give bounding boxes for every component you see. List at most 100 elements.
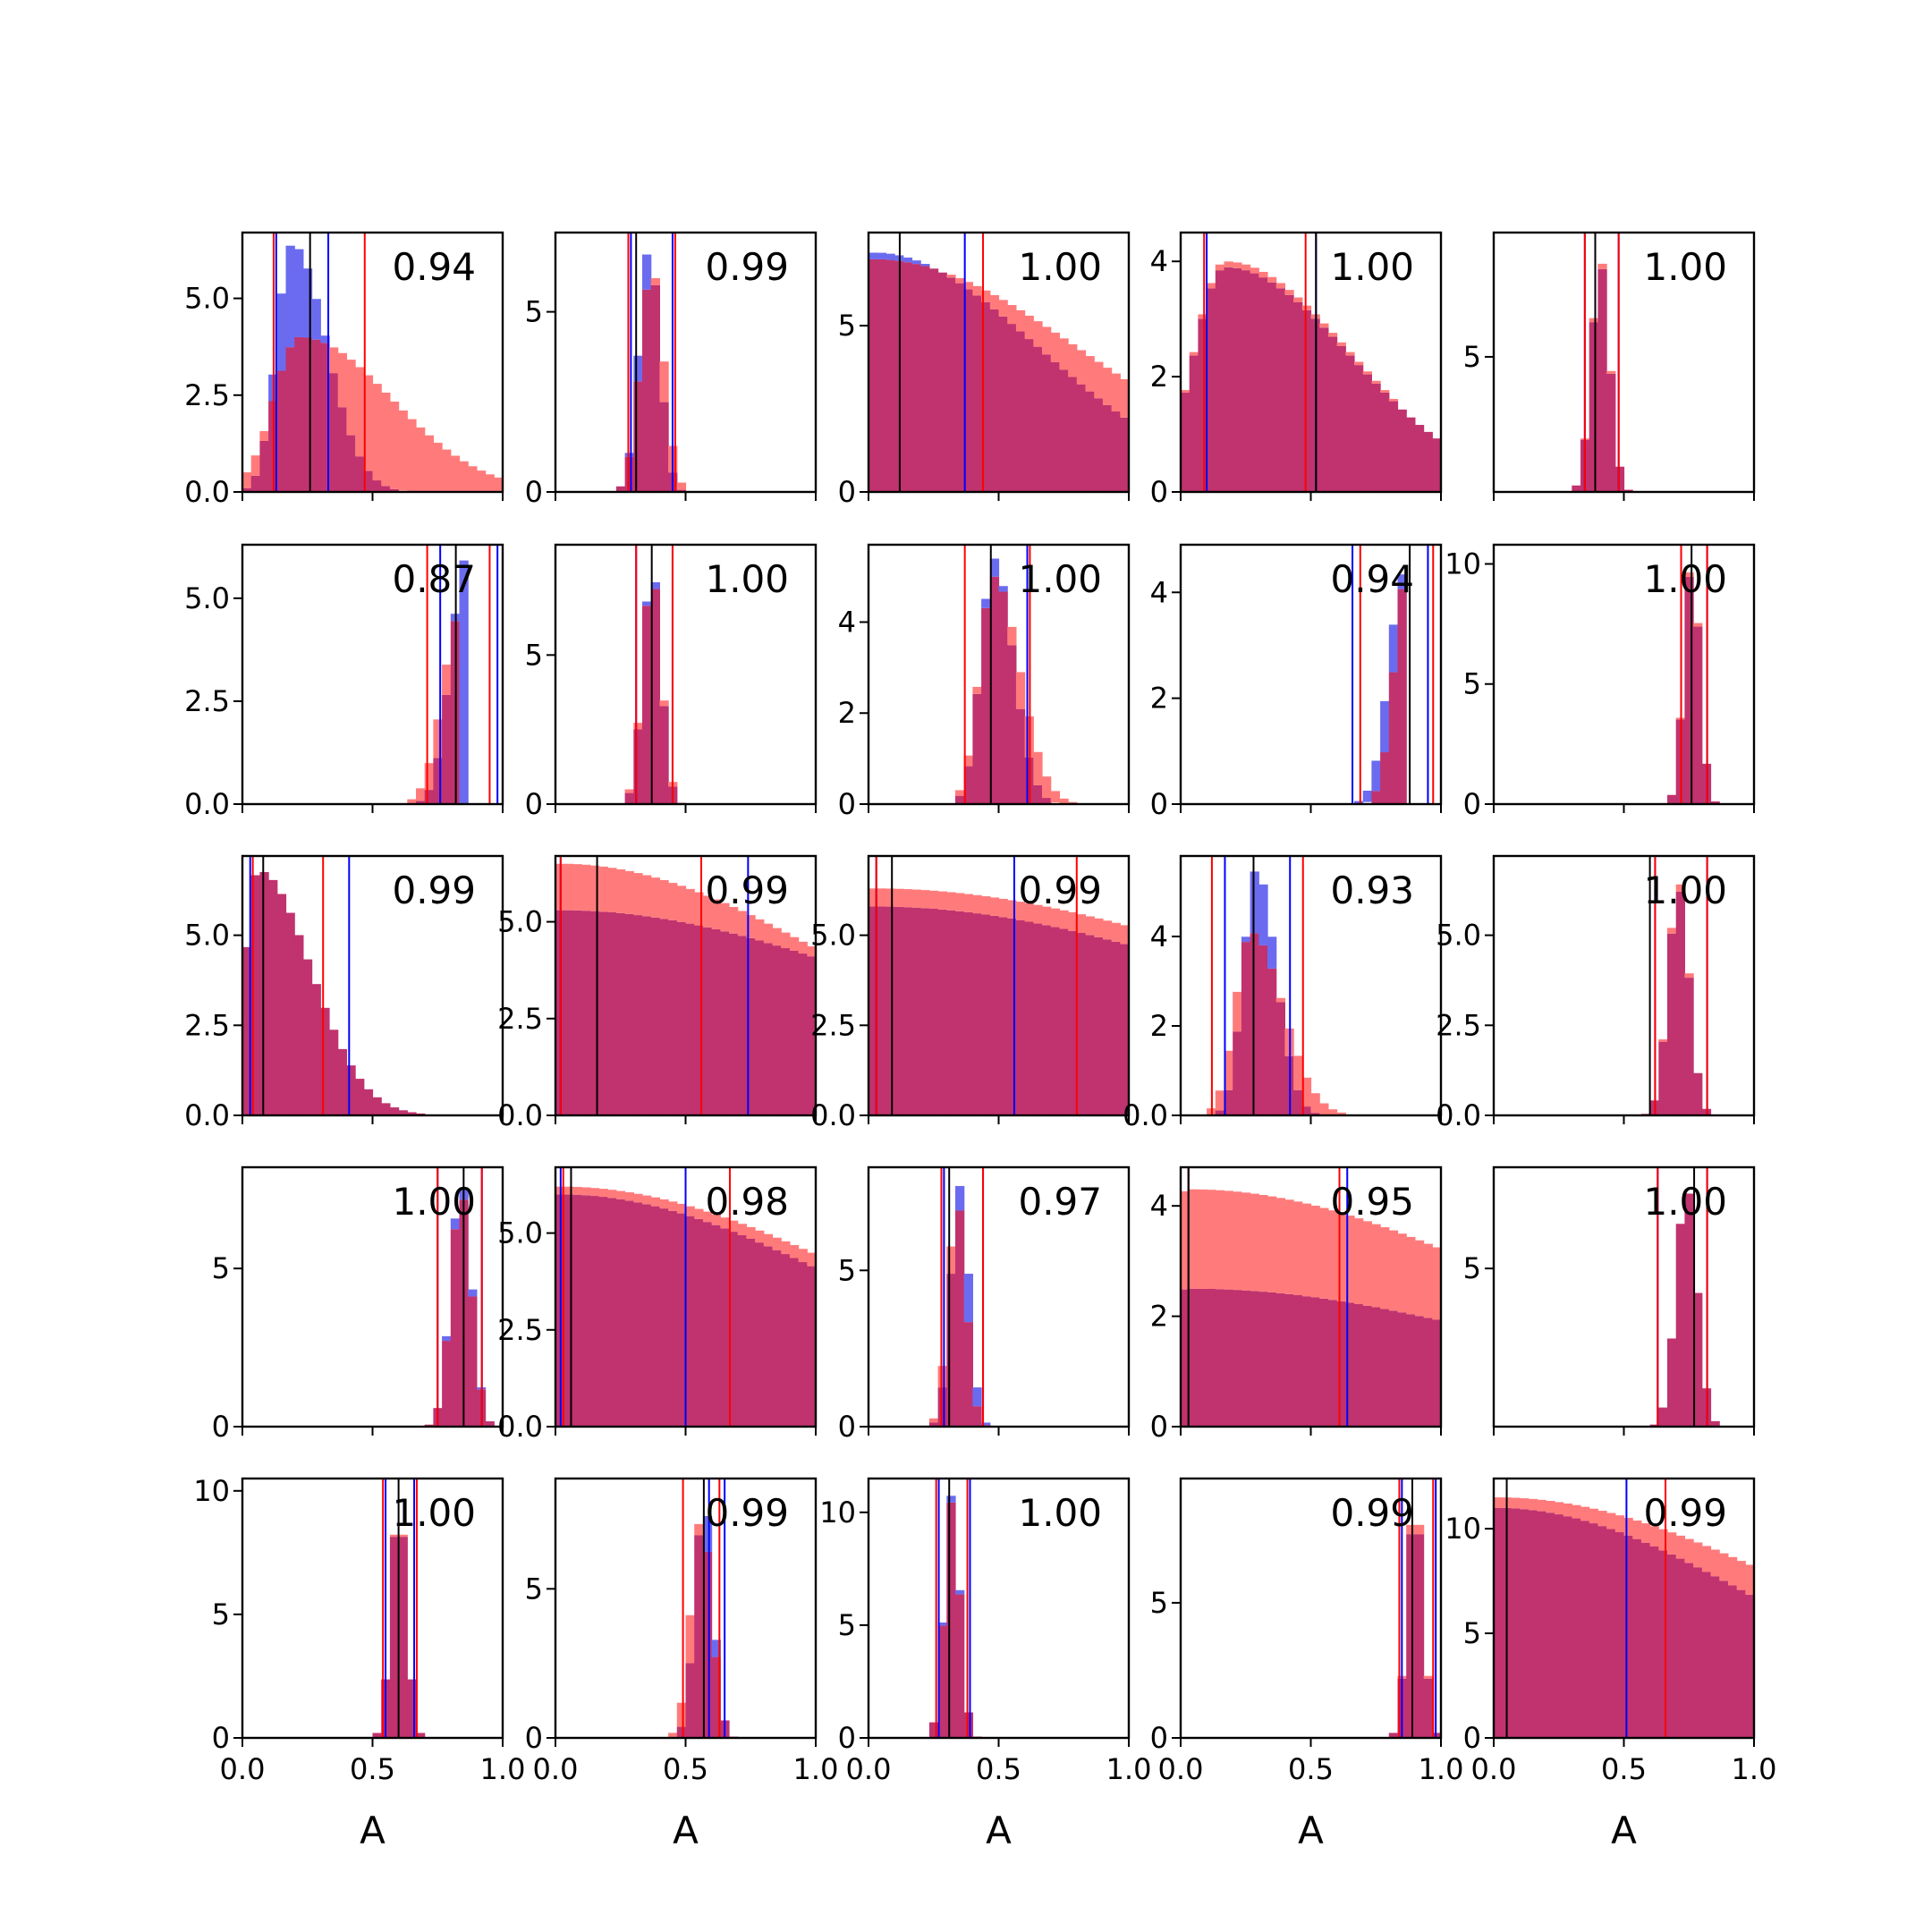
bar-overlap [789, 951, 800, 1115]
bar-overlap [1224, 267, 1233, 492]
panel-value-label: 1.00 [705, 557, 789, 601]
bar-series-b [755, 919, 765, 941]
bar-series-b [755, 1230, 765, 1243]
bar-series-b [1528, 1498, 1538, 1511]
plot-area [372, 1479, 426, 1738]
bar-series-a [320, 335, 330, 343]
bar-overlap [1033, 346, 1043, 492]
bar-overlap [1701, 1572, 1712, 1738]
bar-series-b [1233, 991, 1242, 1032]
bar-overlap [1102, 404, 1113, 492]
y-tick-label: 5.0 [184, 581, 230, 615]
bar-overlap [729, 933, 739, 1115]
bar-overlap [998, 591, 1008, 804]
bar-series-b [798, 941, 808, 954]
plot-area [424, 1167, 495, 1427]
bar-overlap [624, 1200, 634, 1427]
bar-series-b [789, 1245, 800, 1258]
bar-overlap [407, 1112, 417, 1115]
bar-series-b [633, 873, 643, 916]
bar-overlap [1250, 933, 1259, 1115]
bar-overlap [1085, 935, 1095, 1115]
bar-series-a [1397, 574, 1407, 589]
y-tick-label: 2.5 [497, 1002, 543, 1036]
bar-overlap [1327, 1300, 1338, 1427]
bar-overlap [468, 1296, 478, 1427]
bar-series-b [998, 300, 1008, 317]
bar-series-a [442, 1335, 452, 1342]
bar-series-b [1345, 352, 1355, 356]
y-tick-label: 5.0 [1436, 919, 1481, 953]
bar-series-b [1597, 1511, 1607, 1527]
y-tick-label: 10 [1445, 547, 1481, 580]
bar-overlap [1511, 1508, 1521, 1738]
bar-overlap [963, 289, 973, 492]
bar-series-b [442, 449, 452, 492]
bar-overlap [989, 576, 1000, 804]
plot-area [1494, 1479, 1754, 1738]
bar-overlap [1233, 267, 1242, 492]
bar-overlap [702, 1222, 713, 1427]
bar-overlap [1007, 918, 1017, 1115]
bar-overlap [1267, 282, 1277, 492]
bar-overlap [320, 1007, 330, 1115]
bar-overlap [1250, 1291, 1259, 1427]
y-tick-label: 5 [1463, 667, 1481, 701]
bar-overlap [355, 456, 365, 492]
bar-series-b [1042, 326, 1052, 355]
bar-overlap [877, 258, 886, 492]
bar-series-b [1250, 1193, 1259, 1292]
bar-overlap [946, 277, 956, 492]
y-tick-label: 4 [1150, 919, 1168, 953]
bar-series-b [1284, 290, 1294, 295]
bar-series-b [1327, 1210, 1338, 1301]
plot-area [1649, 1167, 1720, 1427]
panel-value-label: 0.93 [1330, 869, 1414, 912]
y-tick-label: 0 [212, 1721, 230, 1755]
bar-series-b [1684, 973, 1694, 979]
bar-series-b [1207, 283, 1216, 289]
bar-series-b [589, 865, 600, 911]
panel-value-label: 1.00 [1643, 557, 1727, 601]
bar-series-b [1042, 906, 1052, 926]
y-tick-label: 4 [1150, 244, 1168, 278]
bar-series-b [711, 1214, 721, 1225]
bar-overlap [1068, 930, 1078, 1115]
histogram-panel-0-4: 51.00 [1463, 231, 1756, 501]
bar-series-b [685, 1614, 695, 1664]
bar-series-b [746, 915, 756, 938]
histogram-panel-0-0: 0.0 2.5 5.0 0.94 [184, 231, 504, 509]
bar-overlap [1658, 1550, 1668, 1738]
y-tick-label: 10 [819, 1496, 856, 1530]
bar-series-b [589, 1188, 600, 1197]
bar-series-b [694, 892, 704, 926]
bar-series-b [902, 889, 913, 908]
bar-series-b [1120, 925, 1129, 945]
bar-overlap [320, 343, 330, 492]
panel-value-label: 0.87 [392, 557, 476, 601]
bar-overlap [928, 1422, 939, 1427]
x-axis-label: A [1298, 1809, 1324, 1852]
bar-overlap [1623, 1535, 1633, 1738]
bar-overlap [442, 694, 452, 804]
bar-overlap [928, 909, 939, 1115]
plot-area [242, 856, 426, 1115]
bar-series-b [1275, 283, 1285, 289]
bar-overlap [259, 871, 269, 1115]
bar-overlap [1015, 331, 1026, 492]
x-tick-label: 0.0 [1471, 1752, 1517, 1786]
histogram-panel-3-0: 051.00 [212, 1165, 504, 1444]
bar-overlap [337, 407, 347, 492]
bar-series-b [694, 1523, 704, 1536]
bar-overlap [311, 339, 321, 492]
bar-overlap [1345, 355, 1355, 492]
bar-overlap [1727, 1585, 1738, 1738]
bar-series-b [685, 888, 695, 924]
bar-series-b [668, 1201, 678, 1211]
bar-series-b [972, 686, 982, 694]
bar-overlap [1597, 268, 1607, 492]
bar-overlap [955, 911, 965, 1115]
panel-value-label: 1.00 [1330, 245, 1414, 289]
bar-series-b [781, 1241, 791, 1255]
bar-overlap [1520, 1509, 1530, 1738]
